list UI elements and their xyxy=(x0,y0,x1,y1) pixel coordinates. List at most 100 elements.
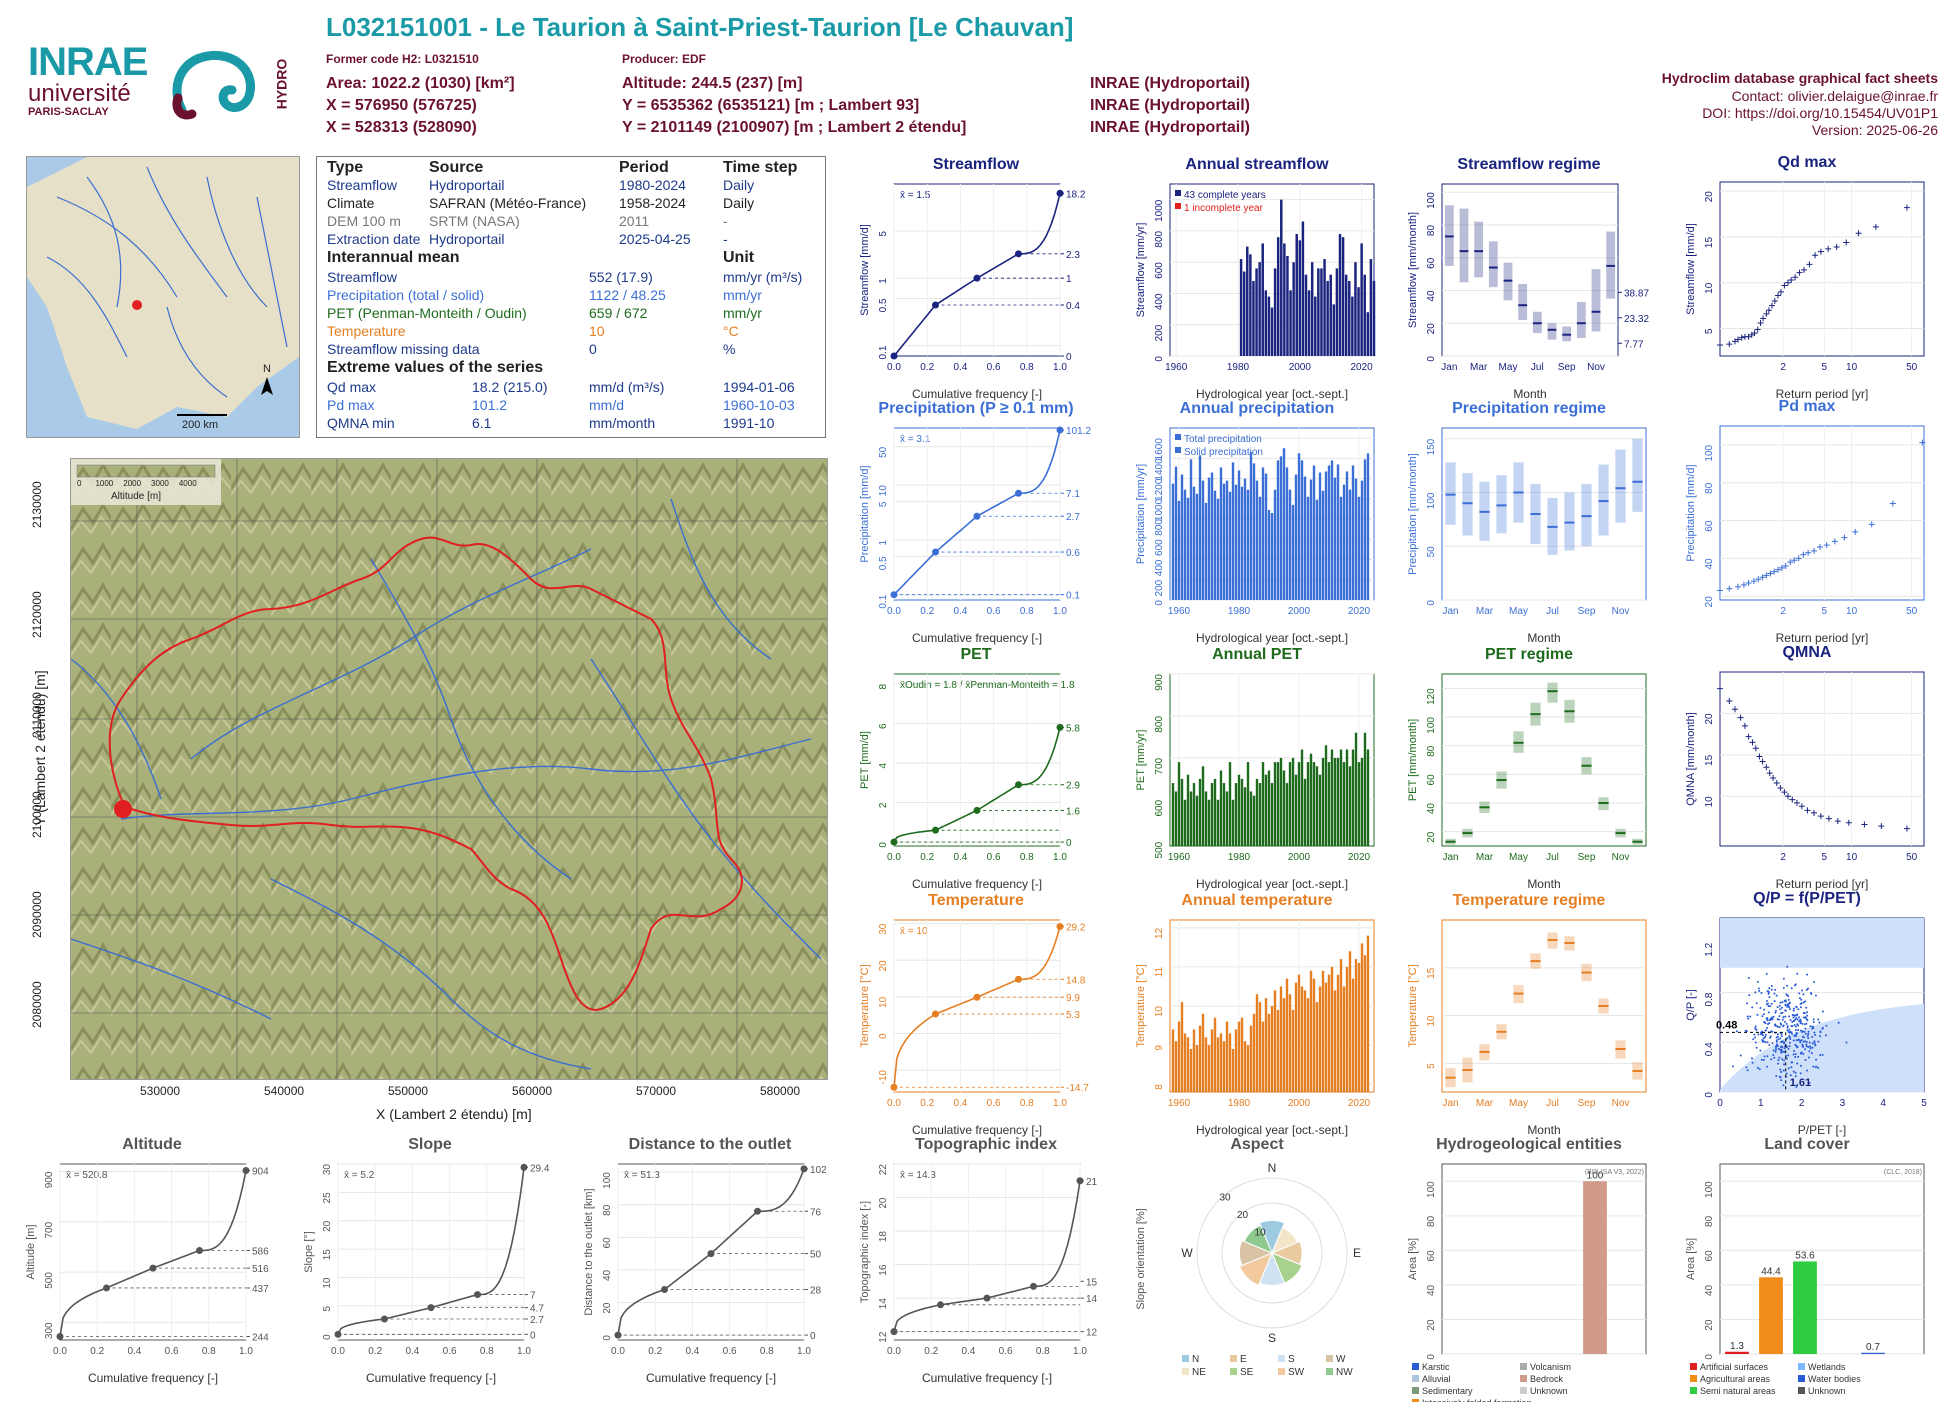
chart-reg_t: Temperature regime 5 10 15 Jan Mar May Jul Sep No… xyxy=(1404,892,1654,1140)
legend-entry: Total precipitation xyxy=(1184,434,1262,445)
y-tick-label: 40 xyxy=(1426,803,1437,815)
quantile-point xyxy=(1056,723,1064,731)
cell: 1122 / 48.25 xyxy=(589,287,666,303)
bar xyxy=(1330,749,1334,846)
y-tick-label: 100 xyxy=(1704,444,1715,461)
data-point xyxy=(1798,992,1801,995)
data-point xyxy=(1766,1055,1769,1058)
bar xyxy=(1280,199,1283,356)
doi-link[interactable]: DOI: https://doi.org/10.15454/UV01P1 xyxy=(1702,105,1938,121)
right-tick-label: 18.2 xyxy=(1066,189,1086,200)
data-point xyxy=(1872,223,1879,230)
data-point xyxy=(1800,1039,1803,1042)
right-tick-label: 2.7 xyxy=(1066,512,1080,523)
box xyxy=(1459,208,1469,283)
x-tick-label: 5 xyxy=(1822,852,1828,863)
x-tick-label: Mar xyxy=(1476,852,1494,863)
data-point xyxy=(1773,1056,1776,1059)
data-point xyxy=(1783,1047,1786,1050)
data-point xyxy=(1791,557,1798,564)
y-tick-label: 5 xyxy=(1704,328,1715,334)
data-point xyxy=(1789,1019,1792,1022)
bar xyxy=(1273,762,1277,846)
data-point xyxy=(1804,807,1811,814)
x-tick-label: Jan xyxy=(1442,1098,1458,1109)
data-point xyxy=(1741,722,1748,729)
data-point xyxy=(1745,579,1752,586)
station-marker xyxy=(114,800,132,818)
quantile-point xyxy=(520,1163,528,1171)
x-tick-label: 0.0 xyxy=(53,1346,67,1357)
bar xyxy=(1213,490,1217,600)
right-tick-label: 29.2 xyxy=(1066,923,1086,934)
data-point xyxy=(1815,1058,1818,1061)
x-axis-label: Month xyxy=(1527,1123,1560,1137)
bar xyxy=(1342,484,1346,600)
data-point xyxy=(1802,1052,1805,1055)
bar xyxy=(1354,732,1358,846)
data-point xyxy=(1825,1024,1828,1027)
x-tick-label: Jul xyxy=(1531,362,1544,373)
right-tick-label: 38.87 xyxy=(1624,288,1649,299)
x-tick-label: Nov xyxy=(1612,1098,1630,1109)
data-point xyxy=(1783,1050,1786,1053)
bar xyxy=(1323,259,1326,356)
data-point xyxy=(1795,1025,1798,1028)
data-point xyxy=(1780,1006,1783,1009)
ring-label: 30 xyxy=(1220,1193,1232,1204)
right-tick-label: 0.6 xyxy=(1066,548,1080,559)
bar xyxy=(1295,234,1298,356)
data-point xyxy=(1756,1013,1759,1016)
data-point xyxy=(1783,1063,1786,1066)
right-tick-label: 0.4 xyxy=(1066,301,1080,312)
x-tick-label: Sep xyxy=(1578,1098,1596,1109)
cell: Streamflow xyxy=(327,177,398,193)
data-point xyxy=(1754,1036,1757,1039)
bar xyxy=(1228,762,1232,846)
data-point xyxy=(1787,559,1794,566)
data-point xyxy=(1762,1058,1765,1061)
area: Area: 1022.2 (1030) [km²] xyxy=(326,75,515,92)
y-tick-label: 0 xyxy=(1154,356,1165,362)
table-row: Streamflow missing data 0% xyxy=(327,341,815,359)
direction-label: E xyxy=(1353,1246,1361,1260)
data-point xyxy=(1780,1048,1783,1051)
data-point xyxy=(1769,1036,1772,1039)
x-tick-label: 4 xyxy=(1880,1098,1886,1109)
bar xyxy=(1177,762,1181,846)
data-point xyxy=(1811,809,1818,816)
data-point xyxy=(1808,1050,1811,1053)
plot-area xyxy=(337,1163,525,1341)
data-point xyxy=(1806,973,1809,976)
chart-title: Hydrogeological entities xyxy=(1436,1136,1622,1153)
data-point xyxy=(1790,1061,1793,1064)
bar xyxy=(1222,783,1226,846)
y-tick: 2130000 xyxy=(30,481,44,528)
data-point xyxy=(1812,981,1815,984)
x-tick-label: 0.4 xyxy=(953,852,967,863)
y-tick-label: 15 xyxy=(1704,754,1715,766)
cell: Hydroportail xyxy=(429,231,505,247)
x-tick-label: 0.8 xyxy=(1020,606,1034,617)
legend-entry: Artificial surfaces xyxy=(1700,1362,1769,1372)
data-point xyxy=(1793,1034,1796,1037)
data-point xyxy=(1788,1015,1791,1018)
data-point xyxy=(1804,1016,1807,1019)
quantile-point xyxy=(614,1331,622,1339)
cell: DEM 100 m xyxy=(327,213,401,229)
bar xyxy=(1298,240,1302,356)
data-point xyxy=(1794,1029,1797,1032)
bar xyxy=(1261,467,1265,600)
y-tick-label: 1000 xyxy=(1154,199,1165,222)
data-point xyxy=(1758,990,1761,993)
x-axis-label: Cumulative frequency [-] xyxy=(646,1371,776,1385)
inrae-logo: INRAE université PARIS-SACLAY xyxy=(28,42,158,122)
table-row: DEM 100 m SRTM (NASA) 2011 - xyxy=(327,213,815,231)
quantile-point xyxy=(1076,1177,1084,1185)
aspect-sector xyxy=(1258,1220,1286,1255)
bar xyxy=(1326,280,1329,356)
data-point xyxy=(1781,1050,1784,1053)
data-point xyxy=(1780,1051,1783,1054)
right-tick-label: 21 xyxy=(1086,1177,1098,1188)
bar xyxy=(1301,221,1305,356)
